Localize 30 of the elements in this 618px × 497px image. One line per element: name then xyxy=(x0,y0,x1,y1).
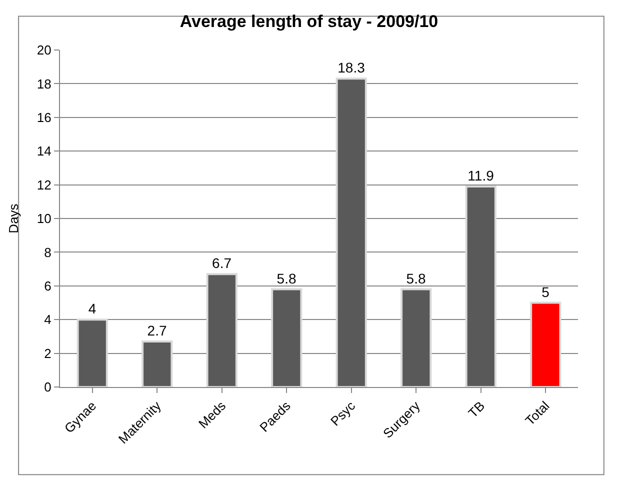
y-tick-label: 10 xyxy=(36,211,52,226)
data-label: 4 xyxy=(88,300,96,317)
y-tick-label: 14 xyxy=(36,144,52,159)
bar xyxy=(271,288,302,387)
y-tick-label: 0 xyxy=(44,380,52,395)
bar xyxy=(206,273,238,387)
chart-title: Average length of stay - 2009/10 xyxy=(180,12,438,31)
bar xyxy=(530,302,562,387)
x-tick-label: TB xyxy=(465,398,488,421)
y-tick-label: 18 xyxy=(36,76,52,92)
y-axis-title: Days xyxy=(6,203,21,234)
y-tick-label: 8 xyxy=(44,244,52,260)
data-label: 2.7 xyxy=(147,322,167,339)
data-label: 18.3 xyxy=(338,60,366,76)
y-tick-label: 4 xyxy=(44,312,52,328)
y-tick-label: 6 xyxy=(44,278,52,294)
y-tick-label: 2 xyxy=(44,346,52,361)
data-label: 6.7 xyxy=(212,255,232,272)
data-label: 5.8 xyxy=(276,270,296,286)
bar xyxy=(142,340,173,387)
bar xyxy=(400,288,432,387)
bar xyxy=(336,78,367,387)
data-label: 11.9 xyxy=(468,167,494,184)
bar xyxy=(76,318,108,387)
data-label: 5 xyxy=(542,284,550,300)
y-tick-label: 20 xyxy=(36,42,52,58)
data-label: 5.8 xyxy=(406,270,426,286)
y-tick-label: 16 xyxy=(36,110,52,125)
bar xyxy=(465,185,496,387)
y-tick-label: 12 xyxy=(36,177,52,192)
